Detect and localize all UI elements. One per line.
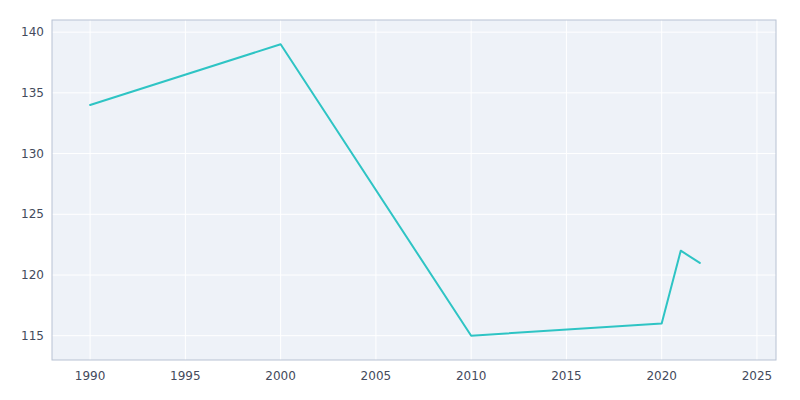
x-grid-line xyxy=(280,20,281,360)
y-tick-label: 120 xyxy=(21,268,44,282)
chart-svg: 1990 1995 2000 2005 2010 2015 2020 2025 115 120 12… xyxy=(0,0,800,400)
y-tick-label: 115 xyxy=(21,329,44,343)
x-grid-line xyxy=(756,20,757,360)
x-tick-label: 1990 xyxy=(75,369,106,383)
plot-frame xyxy=(52,20,776,360)
tick-labels: 1990 1995 2000 2005 2010 2015 2020 2025 115 120 12… xyxy=(21,25,772,383)
plot-background xyxy=(52,20,776,360)
y-grid-line xyxy=(52,214,776,215)
x-grid-line xyxy=(661,20,662,360)
y-tick-label: 130 xyxy=(21,147,44,161)
x-grid-line xyxy=(566,20,567,360)
y-tick-label: 140 xyxy=(21,25,44,39)
x-tick-label: 2020 xyxy=(646,369,677,383)
y-tick-label: 135 xyxy=(21,86,44,100)
y-grid-line xyxy=(52,153,776,154)
line xyxy=(90,44,700,335)
chart-container: 1990 1995 2000 2005 2010 2015 2020 2025 115 120 12… xyxy=(0,0,800,400)
x-tick-label: 2000 xyxy=(265,369,296,383)
x-tick-label: 2010 xyxy=(456,369,487,383)
x-grid-line xyxy=(185,20,186,360)
y-grid-line xyxy=(52,92,776,93)
y-grid-line xyxy=(52,335,776,336)
y-tick-label: 125 xyxy=(21,207,44,221)
data-marks xyxy=(90,44,700,335)
x-tick-label: 2025 xyxy=(742,369,773,383)
x-tick-label: 2015 xyxy=(551,369,582,383)
y-grid-line xyxy=(52,275,776,276)
grid xyxy=(52,20,776,360)
y-grid-line xyxy=(52,32,776,33)
x-tick-label: 2005 xyxy=(361,369,392,383)
x-grid-line xyxy=(471,20,472,360)
x-grid-line xyxy=(90,20,91,360)
x-tick-label: 1995 xyxy=(170,369,201,383)
